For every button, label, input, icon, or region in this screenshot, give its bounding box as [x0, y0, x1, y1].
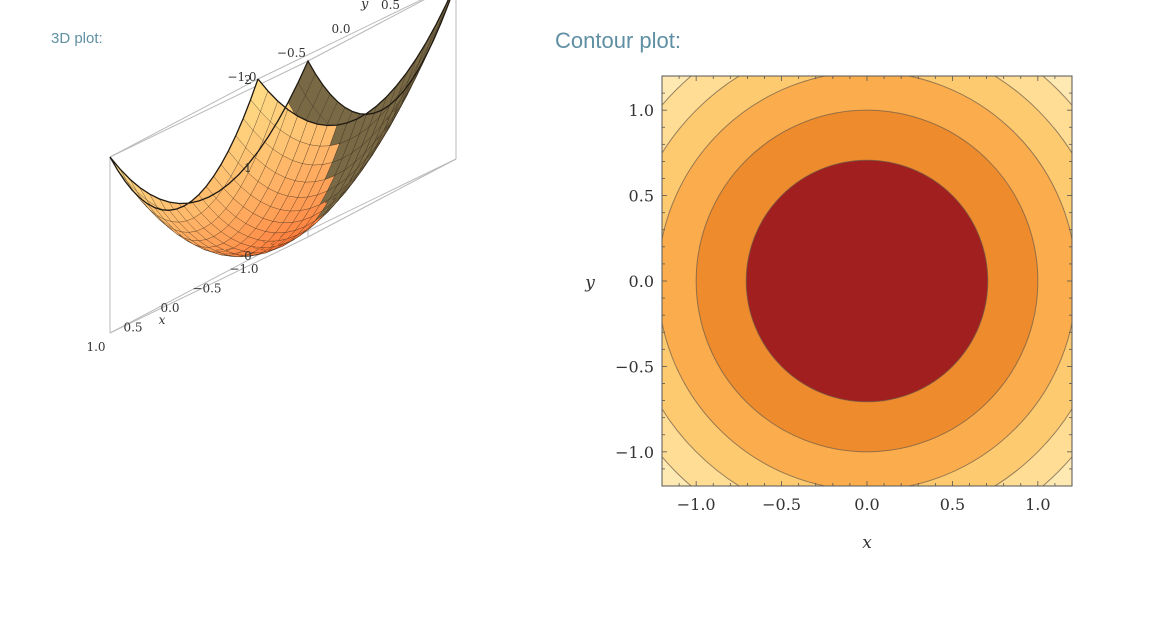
x-tick-label: 0.5 — [940, 495, 965, 514]
y-tick-label: −0.5 — [277, 46, 306, 60]
x-tick-label: −1.0 — [229, 262, 258, 276]
y-tick-label: 0.0 — [629, 272, 654, 291]
box-edge — [109, 60, 309, 158]
z-tick-label: 2 — [244, 73, 252, 87]
x-tick-label: 1.0 — [1025, 495, 1050, 514]
x-tick-label: 1.0 — [86, 340, 105, 354]
z-tick-label: 0 — [244, 249, 252, 263]
x-tick-label: −0.5 — [192, 282, 221, 296]
contour-fills — [662, 76, 1072, 486]
box-edge — [257, 0, 423, 80]
box-edge — [307, 158, 457, 238]
contour-band — [745, 159, 989, 403]
caption-3d-plot: 3D plot: — [51, 30, 103, 47]
x-tick-label: 0.5 — [123, 321, 142, 335]
box-edge — [109, 236, 309, 334]
y-tick-label: 0.5 — [381, 0, 400, 12]
y-tick-label: 0.5 — [629, 187, 654, 206]
box-edge — [109, 254, 259, 334]
x-axis-label: x — [159, 313, 166, 327]
y-axis-label: y — [584, 273, 595, 293]
caption-contour-plot: Contour plot: — [555, 28, 681, 53]
x-axis-label: x — [862, 533, 872, 553]
surface-outline — [109, 0, 451, 211]
z-tick-label: 1 — [244, 161, 252, 175]
tick-marks — [661, 75, 1073, 487]
y-axis-label: y — [360, 0, 369, 12]
y-tick-label: −1.0 — [615, 443, 654, 462]
tick-labels-3d: −1.0−0.50.00.51.0−1.0−0.50.00.51.0012xy — [86, 0, 400, 354]
x-tick-label: −1.0 — [677, 495, 716, 514]
y-tick-label: −1.0 — [227, 70, 256, 84]
x-tick-label: −0.5 — [762, 495, 801, 514]
x-tick-label: 0.0 — [160, 301, 179, 315]
box-edge — [307, 0, 425, 62]
x-tick-label: 0.0 — [854, 495, 879, 514]
tick-labels-contour: −1.0 −0.5 0.0 0.5 1.0 −1.0 −0.5 0.0 0.5 1.0 x y — [584, 101, 1050, 553]
y-tick-label: 0.0 — [331, 22, 350, 36]
box-edge — [109, 78, 259, 158]
y-tick-label: 1.0 — [629, 101, 654, 120]
y-tick-label: −0.5 — [615, 357, 654, 376]
